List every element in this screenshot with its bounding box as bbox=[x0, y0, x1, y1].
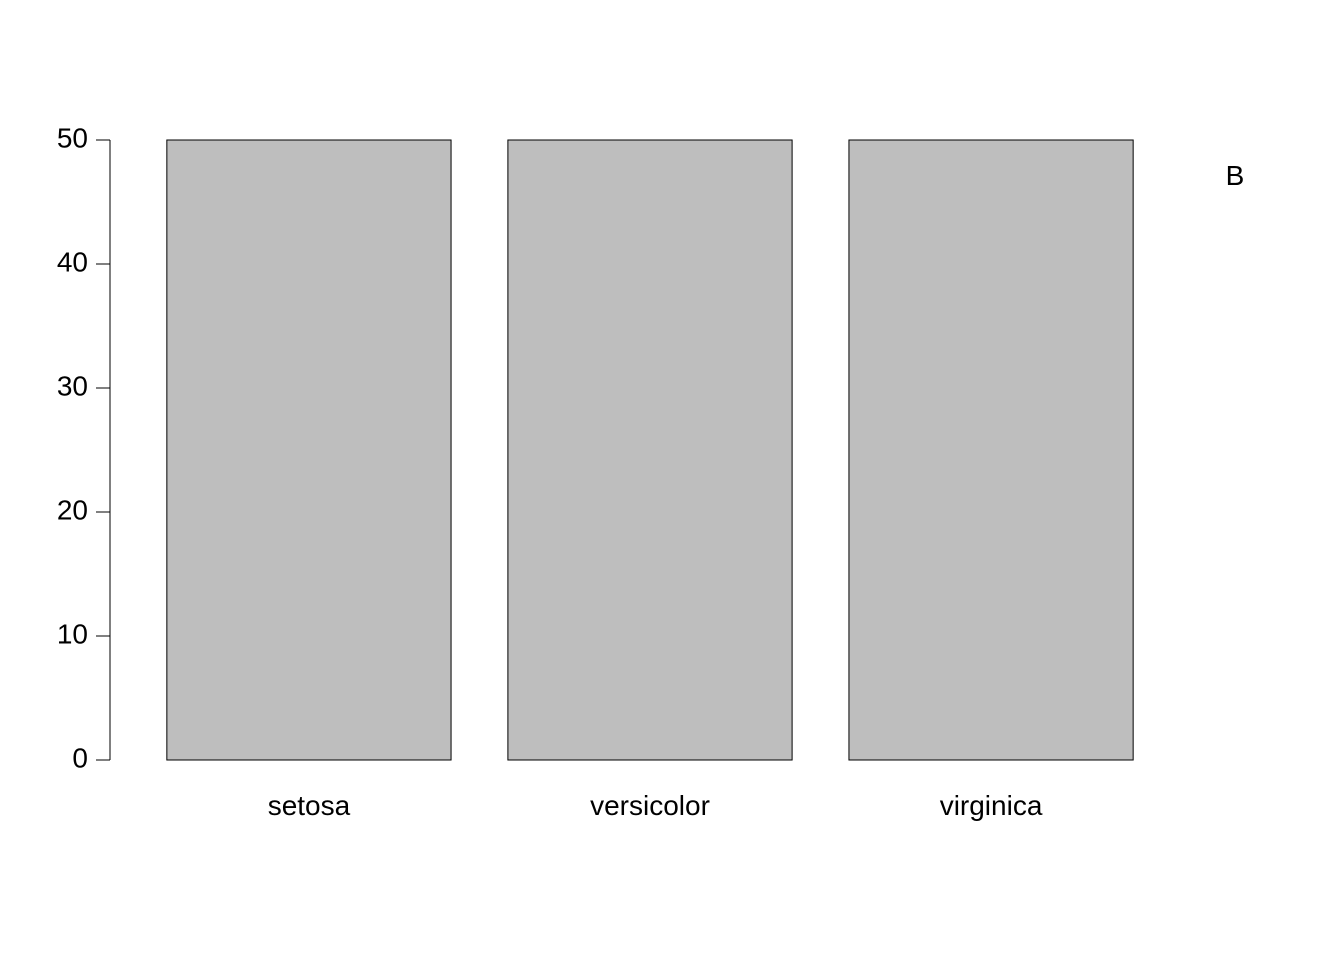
y-tick-label: 40 bbox=[57, 246, 88, 277]
y-tick-label: 50 bbox=[57, 122, 88, 153]
category-label: virginica bbox=[940, 790, 1043, 821]
bar bbox=[167, 140, 451, 760]
y-tick-label: 10 bbox=[57, 618, 88, 649]
side-label: B bbox=[1226, 160, 1245, 191]
y-tick-label: 20 bbox=[57, 494, 88, 525]
y-tick-label: 0 bbox=[72, 742, 88, 773]
bar bbox=[849, 140, 1133, 760]
y-tick-label: 30 bbox=[57, 370, 88, 401]
bar-chart: 0 10 20 30 40 50 setosa versicolor virginica B bbox=[0, 0, 1344, 960]
category-label: versicolor bbox=[590, 790, 710, 821]
bar bbox=[508, 140, 792, 760]
chart-container: 0 10 20 30 40 50 setosa versicolor virginica B bbox=[0, 0, 1344, 960]
category-label: setosa bbox=[268, 790, 351, 821]
